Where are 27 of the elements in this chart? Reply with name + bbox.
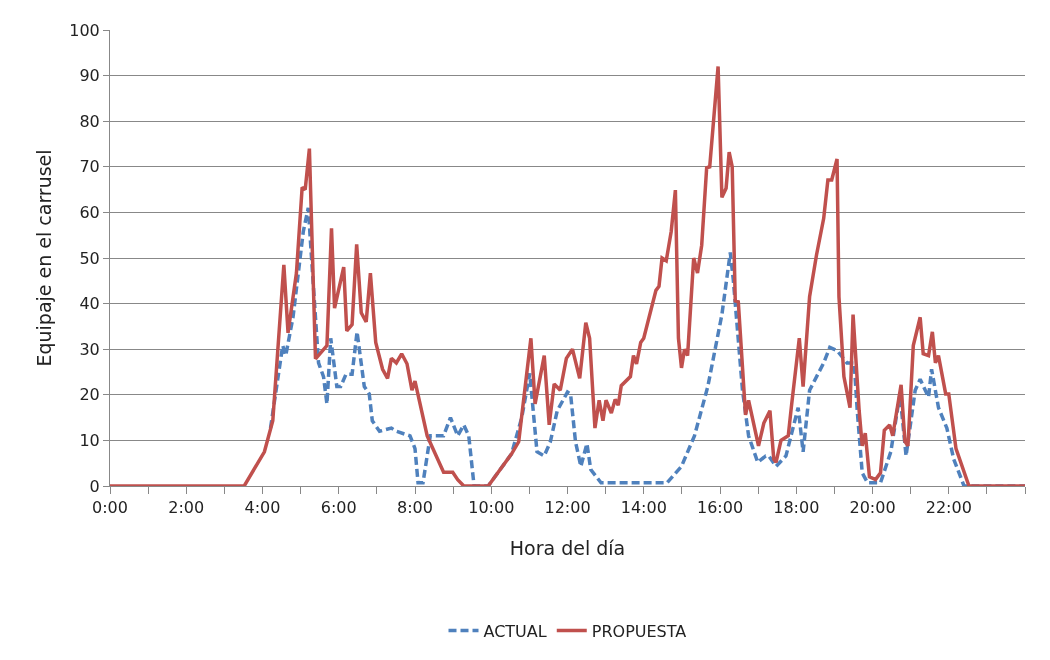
y-tick-label: 20 xyxy=(79,385,100,405)
x-tick-label: 16:00 xyxy=(696,498,744,518)
x-tick-label: 20:00 xyxy=(849,498,896,518)
x-axis-title: Hora del día xyxy=(509,537,626,559)
legend-label: ACTUAL xyxy=(483,621,547,641)
x-tick-label: 8:00 xyxy=(397,498,433,518)
y-axis-title: Equipaje en el carrusel xyxy=(33,149,56,367)
y-tick-label: 30 xyxy=(79,339,100,359)
x-tick-label: 0:00 xyxy=(92,498,128,518)
x-tick-label: 12:00 xyxy=(544,498,591,518)
legend-label: PROPUESTA xyxy=(591,621,687,641)
y-tick-label: 90 xyxy=(79,66,100,86)
x-tick-label: 6:00 xyxy=(320,498,357,518)
x-tick-label: 14:00 xyxy=(620,498,667,518)
y-tick-label: 50 xyxy=(79,248,100,268)
x-tick-label: 2:00 xyxy=(168,498,205,518)
y-tick-label: 10 xyxy=(79,431,100,450)
y-tick-label: 70 xyxy=(79,157,100,177)
x-tick-label: 22:00 xyxy=(925,498,972,518)
x-tick-label: 10:00 xyxy=(468,498,515,518)
y-tick-label: 40 xyxy=(79,294,100,314)
y-tick-label: 80 xyxy=(79,111,100,131)
x-tick-label: 18:00 xyxy=(773,498,820,518)
y-tick-label: 60 xyxy=(79,203,100,222)
y-tick-label: 100 xyxy=(69,20,100,40)
x-tick-label: 4:00 xyxy=(244,498,281,518)
y-tick-label: 0 xyxy=(89,476,100,496)
